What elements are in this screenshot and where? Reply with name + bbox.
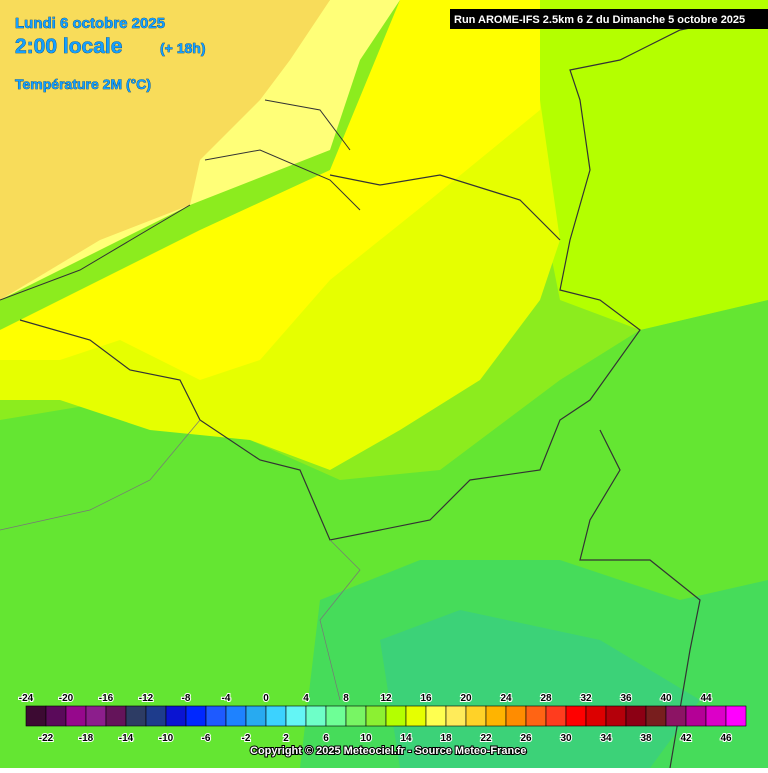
- legend-cell: [65, 705, 87, 727]
- legend-label: 0: [263, 693, 269, 704]
- legend-cell: [605, 705, 627, 727]
- legend-cell: [705, 705, 727, 727]
- legend-label: 4: [303, 693, 309, 704]
- legend-label: 20: [460, 693, 472, 704]
- legend-label: 32: [580, 693, 592, 704]
- legend-label: -24: [19, 693, 34, 704]
- legend-cell: [625, 705, 647, 727]
- run-box: [450, 9, 768, 29]
- legend-cell: [405, 705, 427, 727]
- legend-label: 10: [360, 733, 372, 744]
- legend-cell: [665, 705, 687, 727]
- legend-label: -10: [159, 733, 174, 744]
- legend-cell: [165, 705, 187, 727]
- legend-label: 16: [420, 693, 432, 704]
- legend-label: -14: [119, 733, 134, 744]
- legend-cell: [25, 705, 47, 727]
- legend-label: 38: [640, 733, 652, 744]
- mild-zone: [380, 610, 700, 768]
- legend-cell: [685, 705, 707, 727]
- lead: (+ 18h): [160, 40, 206, 56]
- legend-cell: [365, 705, 387, 727]
- legend-label: 18: [440, 733, 452, 744]
- legend-cell: [485, 705, 507, 727]
- time: 2:00 locale: [15, 35, 122, 58]
- legend-cell: [205, 705, 227, 727]
- legend-cell: [545, 705, 567, 727]
- legend-cell: [125, 705, 147, 727]
- legend-cell: [505, 705, 527, 727]
- legend-cell: [445, 705, 467, 727]
- sea: [0, 0, 330, 300]
- legend-label: 44: [700, 693, 712, 704]
- legend-label: 22: [480, 733, 492, 744]
- legend-cell: [105, 705, 127, 727]
- legend-cell: [325, 705, 347, 727]
- legend-cell: [225, 705, 247, 727]
- legend-cell: [725, 705, 747, 727]
- legend-cell: [565, 705, 587, 727]
- legend-label: 26: [520, 733, 532, 744]
- legend-label: 2: [283, 733, 289, 744]
- legend-cell: [425, 705, 447, 727]
- legend-cell: [185, 705, 207, 727]
- legend-cell: [585, 705, 607, 727]
- legend-label: -4: [222, 693, 231, 704]
- legend-label: -20: [59, 693, 74, 704]
- legend-cell: [345, 705, 367, 727]
- legend-label: 30: [560, 733, 572, 744]
- legend-cell: [45, 705, 67, 727]
- legend-cell: [525, 705, 547, 727]
- legend-label: -8: [182, 693, 191, 704]
- cool-zone: [540, 0, 768, 330]
- run: Run AROME-IFS 2.5km 6 Z du Dimanche 5 oc…: [454, 14, 745, 26]
- coastline: [0, 99, 361, 301]
- copyright: Copyright © 2025 Meteociel.fr - Source M…: [250, 745, 526, 757]
- border: [19, 19, 731, 769]
- legend-cell: [265, 705, 287, 727]
- legend-cell: [385, 705, 407, 727]
- legend-label: 24: [500, 693, 512, 704]
- legend-label: -2: [242, 733, 251, 744]
- legend-label: -18: [79, 733, 94, 744]
- region-border: [0, 419, 361, 701]
- legend-cell: [85, 705, 107, 727]
- legend-label: 46: [720, 733, 732, 744]
- legend-label: -22: [39, 733, 54, 744]
- legend-label: 12: [380, 693, 392, 704]
- legend-label: 42: [680, 733, 692, 744]
- legend: -24-22-20-18-16-14-12-10-8-6-4-202468101…: [18, 692, 747, 745]
- legend-cell: [285, 705, 307, 727]
- legend-label: 14: [400, 733, 412, 744]
- legend-label: -6: [202, 733, 211, 744]
- legend-label: 6: [323, 733, 329, 744]
- legend-label: -12: [139, 693, 154, 704]
- legend-cell: [145, 705, 167, 727]
- date: Lundi 6 octobre 2025: [15, 15, 165, 32]
- legend-label: 28: [540, 693, 552, 704]
- legend-label: 36: [620, 693, 632, 704]
- parameter: Température 2M (°C): [15, 76, 151, 92]
- legend-cell: [645, 705, 667, 727]
- legend-cell: [465, 705, 487, 727]
- legend-label: 34: [600, 733, 612, 744]
- legend-cell: [245, 705, 267, 727]
- legend-label: -16: [99, 693, 114, 704]
- legend-label: 8: [343, 693, 349, 704]
- legend-cell: [305, 705, 327, 727]
- legend-label: 40: [660, 693, 672, 704]
- cool-zone: [0, 0, 540, 380]
